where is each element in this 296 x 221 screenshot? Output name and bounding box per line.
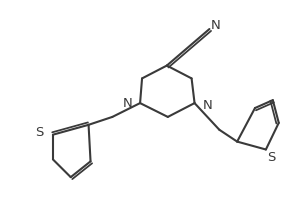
Text: N: N — [210, 19, 220, 32]
Text: S: S — [36, 126, 44, 139]
Text: N: N — [123, 97, 132, 110]
Text: N: N — [202, 99, 212, 112]
Text: S: S — [267, 151, 275, 164]
